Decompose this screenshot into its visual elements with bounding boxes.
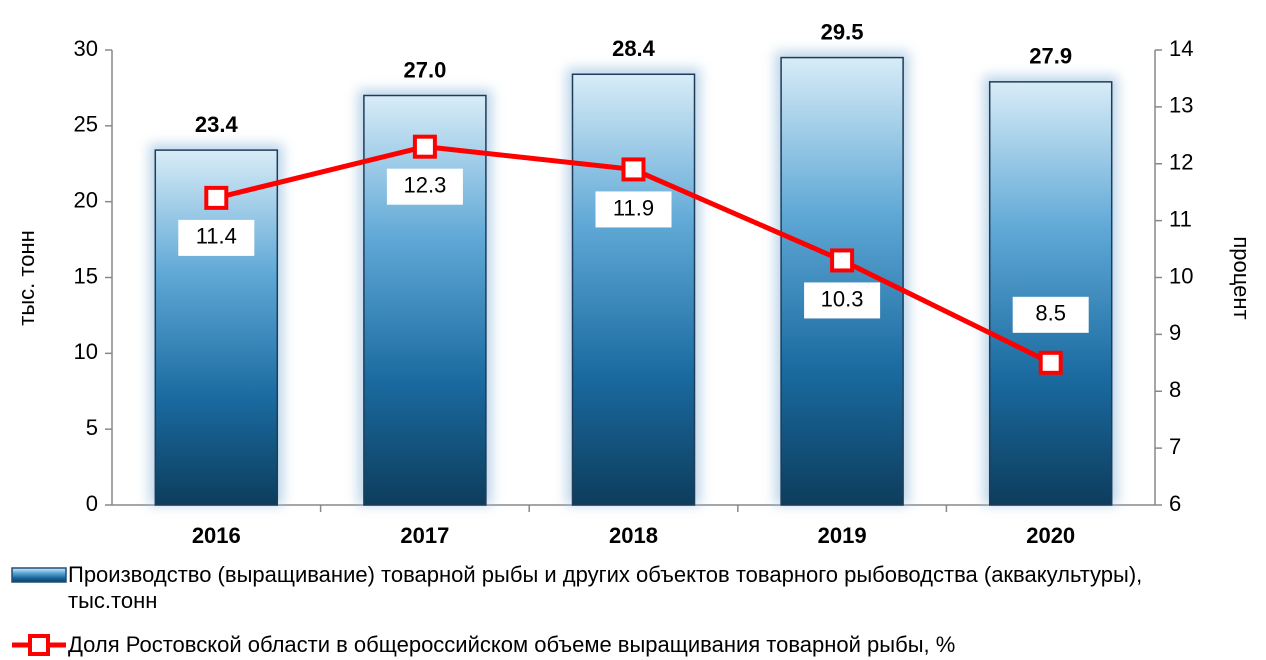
bar-value-label: 27.0	[403, 57, 446, 82]
line-value-label: 12.3	[403, 173, 446, 198]
line-value-label: 8.5	[1035, 301, 1066, 326]
line-value-label: 11.4	[196, 224, 237, 249]
y2-tick-label: 9	[1169, 320, 1181, 345]
y-tick-label: 0	[86, 491, 98, 516]
line-marker	[830, 248, 855, 273]
y2-tick-label: 11	[1169, 206, 1192, 231]
y2-tick-label: 14	[1169, 36, 1193, 61]
bar-value-label: 23.4	[195, 112, 239, 137]
y-tick-label: 15	[74, 263, 98, 288]
legend-line-swatch	[12, 634, 66, 656]
x-tick-label: 2018	[609, 523, 658, 548]
label-box	[804, 282, 881, 319]
bar-value-label: 29.5	[821, 19, 864, 44]
y-axis-label: тыс. тонн	[14, 230, 39, 325]
y2-tick-label: 12	[1169, 150, 1193, 175]
bar	[363, 94, 487, 506]
y-tick-label: 25	[74, 112, 98, 137]
bar	[571, 73, 696, 506]
line-value-label: 11.9	[613, 195, 654, 220]
legend-bar: Производство (выращивание) товарной рыбы…	[10, 562, 1218, 614]
line-marker	[621, 157, 646, 182]
legend-text: Производство (выращивание) товарной рыбы…	[68, 562, 1143, 613]
legend-text: Доля Ростовской области в общероссийском…	[68, 632, 956, 657]
line-marker	[204, 185, 229, 210]
y-tick-label: 5	[86, 415, 98, 440]
y2-tick-label: 10	[1169, 263, 1193, 288]
bar	[988, 81, 1113, 506]
y2-tick-label: 6	[1169, 491, 1181, 516]
bar-value-label: 28.4	[612, 36, 656, 61]
line-value-label: 10.3	[821, 286, 864, 311]
label-box	[178, 219, 255, 256]
bar-value-label: 27.9	[1029, 44, 1072, 69]
chart: тыс. тонн процент 0 5 10 15 20 25 30 6 7 8 9 10 11 12…	[14, 19, 1254, 548]
y-tick-label: 20	[74, 187, 98, 212]
line-marker	[1038, 350, 1063, 375]
label-box	[386, 168, 463, 205]
y2-tick-label: 8	[1169, 377, 1181, 402]
legend-line: Доля Ростовской области в общероссийском…	[10, 632, 1218, 658]
y2-tick-label: 13	[1169, 93, 1193, 118]
label-box	[1012, 296, 1089, 333]
y-tick-label: 10	[74, 339, 98, 364]
x-tick-label: 2019	[818, 523, 867, 548]
x-tick-label: 2017	[400, 523, 449, 548]
x-tick-label: 2016	[192, 523, 241, 548]
y2-tick-label: 7	[1169, 434, 1181, 459]
y2-axis-label: процент	[1229, 236, 1254, 319]
label-box	[595, 191, 672, 228]
line-marker	[412, 134, 437, 159]
y-tick-label: 30	[74, 36, 98, 61]
legend-bar-swatch	[11, 567, 67, 583]
x-tick-label: 2020	[1026, 523, 1075, 548]
